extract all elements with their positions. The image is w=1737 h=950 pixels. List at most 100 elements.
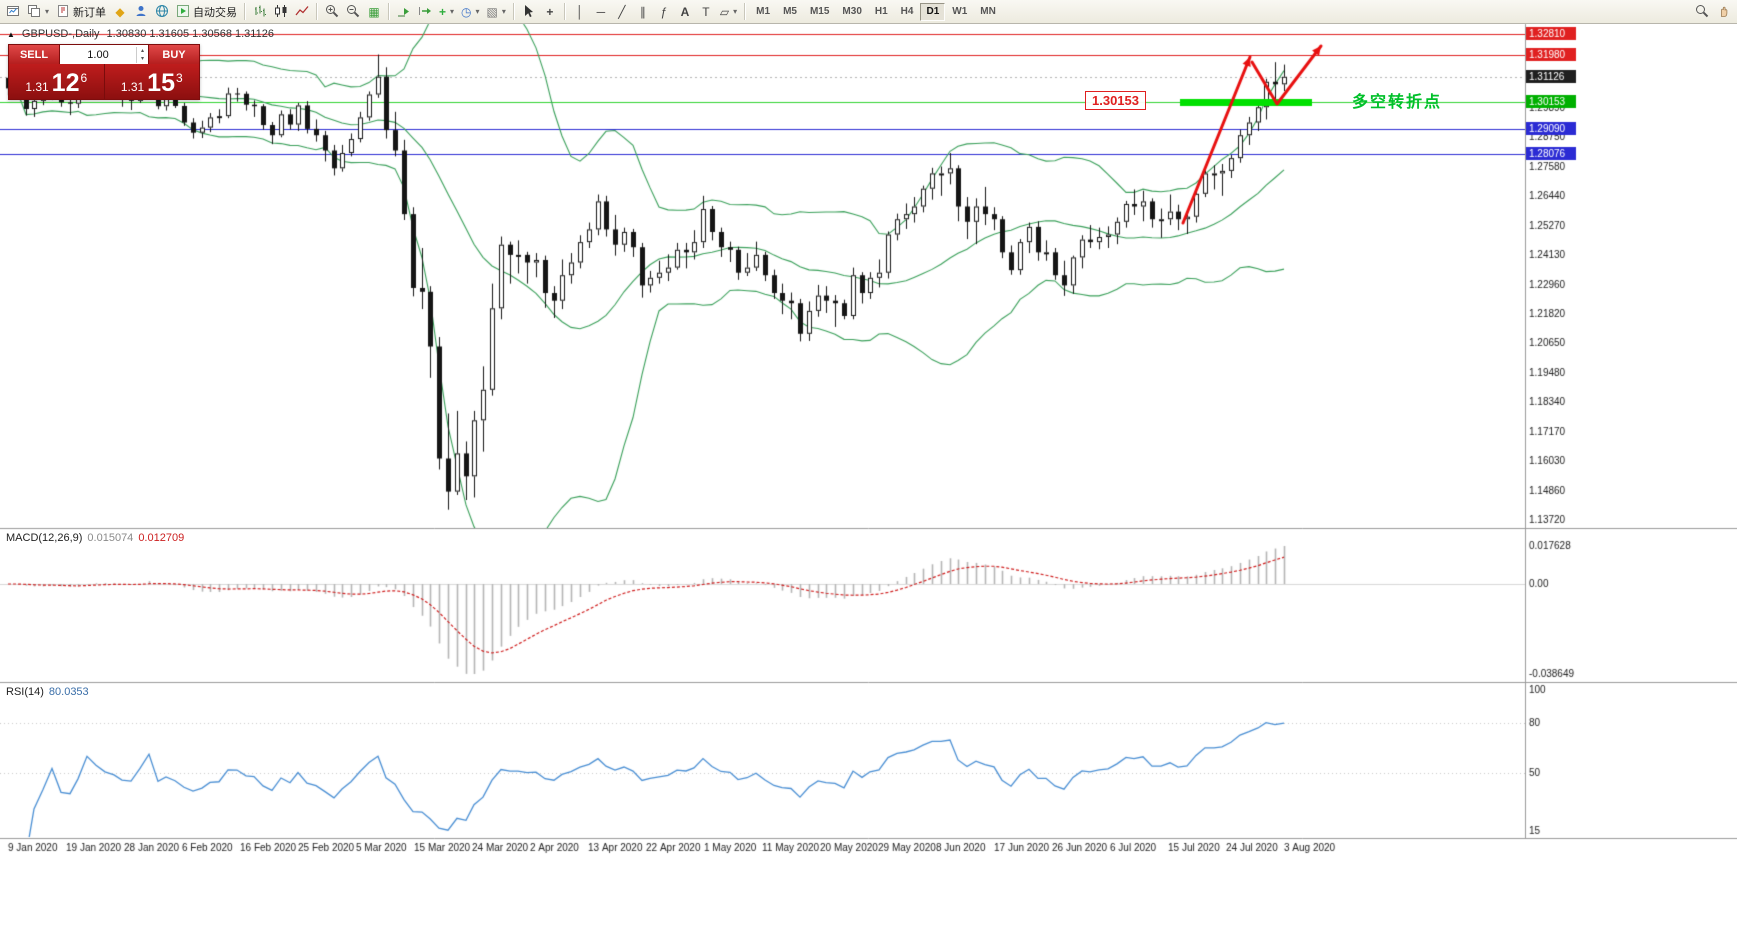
sell-price-big: 12	[51, 69, 80, 97]
new-order-button-label: 新订单	[73, 6, 107, 19]
community-icon[interactable]	[131, 2, 151, 22]
toolbar-separator	[744, 3, 747, 20]
zoom-in-icon	[325, 4, 339, 20]
web-terminal-icon[interactable]	[152, 2, 172, 22]
crosshair-button[interactable]: +	[540, 2, 560, 22]
volume-increment-button[interactable]: ▴	[140, 47, 144, 54]
chevron-down-icon: ▾	[501, 7, 506, 16]
price-divider	[103, 64, 105, 99]
tile-windows-icon: ▦	[368, 4, 380, 19]
trendline-button[interactable]: ╱	[612, 2, 632, 22]
candlestick-chart-icon	[274, 4, 288, 20]
buy-price-prefix: 1.31	[120, 80, 145, 94]
timeframe-w1[interactable]: W1	[946, 3, 973, 21]
new-chart-icon	[6, 4, 20, 20]
chevron-down-icon: ▾	[450, 7, 455, 16]
toolbar-separator	[563, 3, 566, 20]
pan-button[interactable]	[1714, 2, 1734, 22]
fibonacci-button[interactable]: ƒ	[654, 2, 674, 22]
timeframe-m30[interactable]: M30	[836, 3, 867, 21]
auto-trading-icon	[176, 4, 190, 20]
periods-button[interactable]: ◷ ▾	[458, 2, 483, 22]
text-button[interactable]: A	[675, 2, 695, 22]
sell-button[interactable]: SELL	[9, 45, 59, 64]
tile-windows-button[interactable]: ▦	[364, 2, 384, 22]
shapes-icon: ▱	[719, 4, 730, 19]
search-button[interactable]	[1692, 2, 1712, 22]
new-order-icon	[56, 4, 70, 20]
web-terminal-icon-icon	[155, 4, 169, 20]
chart-shift-button[interactable]	[415, 2, 435, 22]
support-price-label[interactable]: 1.30153	[1085, 91, 1146, 110]
zoom-in-button[interactable]	[322, 2, 342, 22]
chevron-down-icon: ▾	[733, 7, 738, 16]
bar-chart-button[interactable]	[250, 2, 270, 22]
buy-price-display[interactable]: 1.31 15 3	[105, 64, 200, 99]
timeframe-d1[interactable]: D1	[920, 2, 946, 21]
profiles-button[interactable]: ▾	[24, 2, 52, 22]
timeframe-m5[interactable]: M5	[777, 3, 803, 21]
sell-price-prefix: 1.31	[25, 80, 49, 94]
channel-button[interactable]: ∥	[633, 2, 653, 22]
horizontal-line-icon: ─	[596, 4, 606, 19]
toolbar-separator	[316, 3, 319, 20]
candlestick-chart-button[interactable]	[271, 2, 291, 22]
ohlc-values: 1.30830 1.31605 1.30568 1.31126	[106, 28, 274, 40]
rsi-value: 80.0353	[48, 686, 89, 698]
label-icon: T	[702, 4, 710, 19]
turning-point-text[interactable]: 多空转折点	[1352, 94, 1443, 111]
macd-title: MACD(12,26,9)	[6, 532, 83, 544]
indicators-button[interactable]: + ▾	[436, 2, 457, 22]
profiles-icon	[27, 4, 41, 20]
pan-icon	[1717, 4, 1731, 20]
text-icon: A	[680, 4, 690, 19]
sell-price-display[interactable]: 1.31 12 6	[9, 64, 104, 99]
label-button[interactable]: T	[696, 2, 716, 22]
toolbar-separator	[244, 3, 247, 20]
line-chart-button[interactable]	[292, 2, 312, 22]
auto-scroll-icon	[397, 4, 411, 20]
templates-button[interactable]: ▧ ▾	[484, 2, 509, 22]
vertical-line-button[interactable]: │	[570, 2, 590, 22]
mql5-market-icon[interactable]: ◆	[110, 2, 130, 22]
timeframe-m15[interactable]: M15	[804, 3, 835, 21]
templates-icon: ▧	[486, 4, 498, 19]
trendline-icon: ╱	[618, 4, 626, 19]
rsi-title: RSI(14)	[6, 686, 44, 698]
toolbar-separator	[388, 3, 391, 20]
indicators-icon: +	[439, 4, 447, 19]
periods-icon: ◷	[461, 4, 472, 19]
timeframe-h1[interactable]: H1	[869, 3, 894, 21]
shapes-button[interactable]: ▱ ▾	[717, 2, 740, 22]
volume-input[interactable]	[60, 47, 136, 62]
timeframe-m1[interactable]: M1	[750, 3, 776, 21]
volume-field: ▴ ▾	[59, 45, 149, 64]
fibonacci-icon: ƒ	[660, 4, 668, 19]
zoom-out-button[interactable]	[343, 2, 363, 22]
cursor-button[interactable]	[519, 2, 539, 22]
channel-icon: ∥	[639, 4, 646, 19]
new-chart-button[interactable]	[3, 2, 23, 22]
auto-trading-button-label: 自动交易	[193, 6, 238, 19]
buy-price-pip: 3	[175, 71, 183, 85]
auto-scroll-button[interactable]	[394, 2, 414, 22]
chevron-down-icon: ▾	[475, 7, 480, 16]
macd-label: MACD(12,26,9) 0.015074 0.012709	[6, 532, 184, 544]
macd-main-value: 0.015074	[87, 532, 134, 544]
buy-button[interactable]: BUY	[149, 45, 199, 64]
toolbar: ▾ 新订单 ◆ 自动交易 ▦ + ▾ ◷ ▾ ▧ ▾ + │ ─ ╱ ∥ ƒ A T ▱ ▾ M1 M5 M15 M30 H1 H4…	[0, 0, 1737, 24]
rsi-label: RSI(14) 80.0353	[6, 686, 89, 698]
timeframe-mn[interactable]: MN	[974, 3, 1002, 21]
volume-decrement-button[interactable]: ▾	[140, 55, 144, 62]
new-order-button[interactable]: 新订单	[53, 2, 109, 22]
bar-chart-icon	[253, 4, 267, 20]
crosshair-icon: +	[546, 4, 554, 19]
one-click-collapse-toggle[interactable]: ▲	[7, 29, 15, 39]
horizontal-line-button[interactable]: ─	[591, 2, 611, 22]
timeframe-h4[interactable]: H4	[895, 3, 920, 21]
auto-trading-button[interactable]: 自动交易	[173, 2, 240, 22]
macd-signal-value: 0.012709	[138, 532, 185, 544]
